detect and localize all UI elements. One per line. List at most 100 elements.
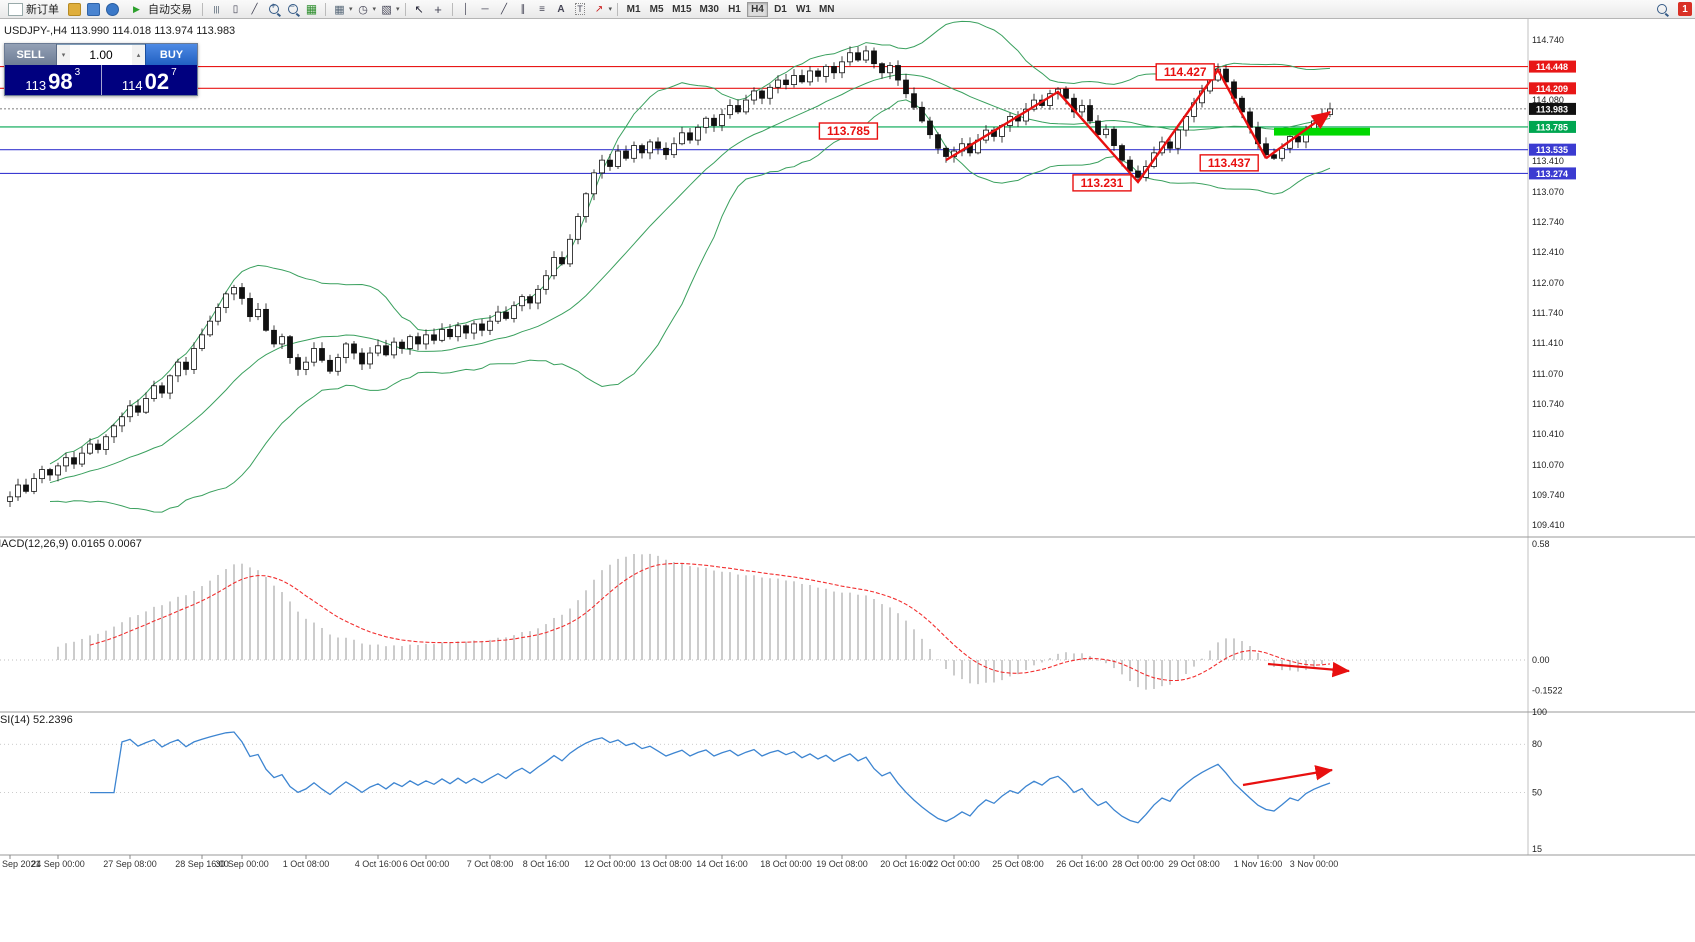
one-click-trading-panel: SELL ▾ 1.00 ▴ BUY 113 98 3 114 02	[4, 43, 198, 96]
svg-text:28 Sep 16:00: 28 Sep 16:00	[175, 859, 229, 869]
buy-button[interactable]: BUY	[145, 44, 197, 65]
new-order-button[interactable]: 新订单	[3, 1, 64, 17]
candles[interactable]	[7, 45, 1333, 507]
svg-text:112.070: 112.070	[1532, 278, 1564, 288]
data-window-glyph	[106, 2, 119, 16]
svg-text:113.785: 113.785	[1536, 122, 1568, 132]
arrows-tool-dropdown[interactable]	[591, 1, 608, 17]
horizontal-lines[interactable]	[0, 65, 1528, 175]
market-watch-icon[interactable]	[85, 1, 102, 17]
template-dropdown[interactable]	[378, 1, 395, 17]
channel-tool-icon[interactable]	[515, 1, 532, 17]
search-icon[interactable]	[1653, 1, 1670, 17]
svg-text:114.080: 114.080	[1532, 95, 1564, 105]
chevron-down-icon: ▾	[349, 6, 353, 13]
svg-text:112.410: 112.410	[1532, 247, 1564, 257]
tile-windows-icon[interactable]	[303, 1, 320, 17]
chevron-down-icon: ▾	[372, 6, 377, 13]
chevron-down-icon: ▾	[608, 6, 613, 13]
svg-text:28 Oct 00:00: 28 Oct 00:00	[1112, 859, 1164, 869]
new-chart-dropdown[interactable]	[331, 1, 348, 17]
bar-chart-icon[interactable]	[208, 1, 225, 17]
label-tool-icon[interactable]	[572, 1, 589, 17]
text-tool-icon[interactable]	[553, 1, 570, 17]
auto-trading-button[interactable]: 自动交易	[123, 1, 197, 17]
horizontal-line-tool-icon[interactable]	[477, 1, 494, 17]
svg-text:14 Oct 16:00: 14 Oct 16:00	[696, 859, 748, 869]
svg-text:109.740: 109.740	[1532, 490, 1565, 500]
timeframe-w1[interactable]: W1	[793, 2, 814, 17]
timeframe-d1[interactable]: D1	[770, 2, 791, 17]
trade-panel-prices: 113 98 3 114 02 7	[5, 65, 197, 95]
vertical-line-tool-icon[interactable]	[458, 1, 475, 17]
timeframe-m5[interactable]: M5	[646, 2, 667, 17]
buy-price-main: 02	[144, 69, 170, 95]
svg-text:50: 50	[1532, 788, 1542, 798]
price-divider	[100, 65, 102, 95]
play-icon	[128, 1, 145, 17]
svg-text:27 Sep 08:00: 27 Sep 08:00	[103, 859, 157, 869]
sell-price-main: 98	[48, 69, 73, 95]
svg-text:24 Sep 00:00: 24 Sep 00:00	[31, 859, 85, 869]
sell-price[interactable]: 113 98 3	[5, 65, 101, 95]
svg-text:0.58: 0.58	[1532, 539, 1550, 549]
toolbar-separator	[617, 2, 619, 16]
svg-text:114.740: 114.740	[1532, 35, 1564, 45]
price-axis: 114.740 114.080 113.410 113.070 112.740 112.4…	[1529, 35, 1576, 530]
timeframe-m15[interactable]: M15	[669, 2, 694, 17]
zoom-out-icon[interactable]	[284, 1, 301, 17]
timeframe-m30[interactable]: M30	[697, 2, 722, 17]
svg-text:8 Oct 16:00: 8 Oct 16:00	[523, 859, 570, 869]
svg-text:4 Oct 16:00: 4 Oct 16:00	[355, 859, 402, 869]
timeframe-m1[interactable]: M1	[623, 2, 644, 17]
volume-value[interactable]: 1.00	[89, 48, 113, 62]
bollinger-bands	[49, 20, 1331, 513]
annotations[interactable]: 113.785 114.427 113.437 113.231	[818, 63, 1259, 192]
data-window-icon[interactable]	[104, 1, 121, 17]
cursor-icon[interactable]	[411, 1, 428, 17]
profiles-icon[interactable]	[66, 1, 83, 17]
fibonacci-tool-icon[interactable]	[534, 1, 551, 17]
svg-text:109.410: 109.410	[1532, 520, 1565, 530]
svg-text:113.437: 113.437	[1208, 156, 1251, 170]
buy-price[interactable]: 114 02 7	[102, 65, 198, 95]
highlight-rectangle[interactable]	[1274, 127, 1370, 136]
chevron-down-icon: ▾	[396, 6, 400, 13]
profiles-glyph	[68, 2, 81, 16]
macd-panel: 0.58 0.00 -0.1522	[0, 539, 1563, 695]
timeframe-h4[interactable]: H4	[746, 1, 768, 17]
rsi-panel: 100 80 50 15	[0, 707, 1547, 854]
svg-text:113.274: 113.274	[1536, 169, 1568, 179]
svg-text:114.209: 114.209	[1536, 84, 1568, 94]
toolbar-separator	[451, 2, 453, 16]
trendline-tool-icon[interactable]	[496, 1, 513, 17]
svg-text:114.448: 114.448	[1536, 62, 1568, 72]
svg-text:113.231: 113.231	[1081, 176, 1124, 190]
price-chart[interactable]: 113.785 114.427 113.437 113.231 114.740 114.0…	[0, 19, 1695, 942]
sell-button[interactable]: SELL	[5, 44, 57, 65]
svg-text:22 Oct 00:00: 22 Oct 00:00	[928, 859, 980, 869]
volume-decrease-button[interactable]: ▾	[57, 45, 70, 65]
svg-text:111.070: 111.070	[1532, 369, 1563, 379]
toolbar-separator	[404, 2, 406, 16]
line-chart-icon[interactable]	[246, 1, 263, 17]
svg-text:19 Oct 08:00: 19 Oct 08:00	[816, 859, 868, 869]
zigzag-trendline[interactable]	[945, 67, 1331, 184]
buy-price-sup: 7	[171, 67, 177, 78]
chart-frame	[0, 19, 1695, 856]
symbol-ohlc-info: USDJPY-,H4 113.990 114.018 113.974 113.9…	[4, 25, 236, 37]
period-dropdown[interactable]	[355, 1, 372, 17]
timeframe-h1[interactable]: H1	[724, 2, 745, 17]
zoom-in-icon[interactable]	[265, 1, 282, 17]
volume-increase-button[interactable]: ▴	[132, 45, 145, 65]
notification-badge[interactable]: 1	[1678, 2, 1692, 16]
candlestick-chart-icon[interactable]	[227, 1, 244, 17]
new-order-icon	[8, 2, 23, 16]
timeframe-mn[interactable]: MN	[816, 2, 838, 17]
svg-text:113.410: 113.410	[1532, 156, 1564, 166]
svg-text:1 Nov 16:00: 1 Nov 16:00	[1234, 859, 1283, 869]
svg-text:110.410: 110.410	[1532, 429, 1564, 439]
crosshair-icon[interactable]	[430, 1, 447, 17]
sell-price-sup: 3	[74, 67, 81, 78]
